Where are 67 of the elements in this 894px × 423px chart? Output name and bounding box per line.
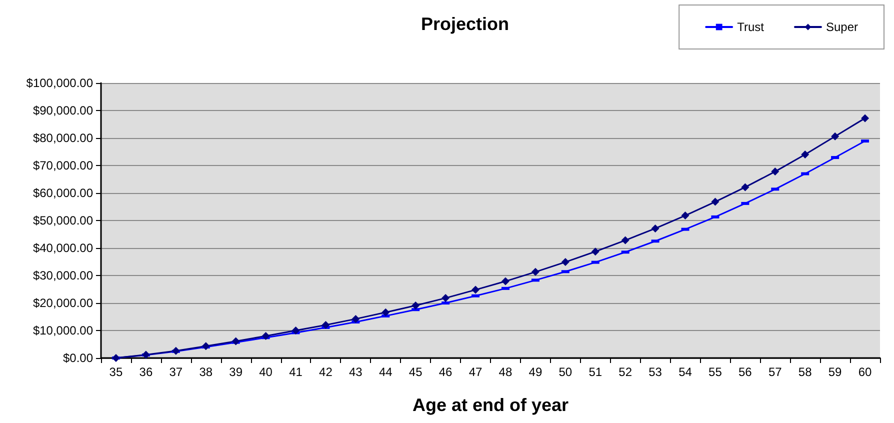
point [651,224,660,232]
y-tick-label: $20,000.00 [32,296,94,310]
point [861,114,870,122]
x-tick-label: 42 [319,365,333,379]
legend-label: Trust [737,20,765,34]
x-tick-label: 46 [438,365,453,379]
point [621,236,630,244]
point [711,198,720,206]
x-tick-label: 37 [169,365,183,379]
point [771,168,780,176]
y-tick-label: $0.00 [62,351,94,365]
y-tick-label: $30,000.00 [32,268,94,282]
y-tick-label: $40,000.00 [32,241,94,255]
point [322,321,330,329]
x-tick-label: 59 [828,365,842,379]
x-tick-label: 45 [408,365,423,379]
point [531,268,540,276]
x-tick-label: 38 [199,365,213,379]
x-tick-label: 58 [798,365,812,379]
x-tick-label: 50 [558,365,572,379]
point [412,301,420,310]
point [591,248,600,256]
x-tick-label: 54 [678,365,692,379]
x-tick-label: 36 [139,365,153,379]
point [382,308,390,316]
x-tick-label: 55 [708,365,722,379]
y-tick-label: $10,000.00 [32,324,94,338]
y-tick-label: $90,000.00 [32,104,94,118]
point [292,326,300,334]
x-tick-label: 35 [109,365,123,379]
x-tick-label: 41 [289,365,303,379]
x-tick-label: 51 [588,365,602,379]
point [741,183,750,192]
point [561,258,570,266]
point [801,150,810,158]
point [232,337,240,346]
x-tick-label: 52 [618,365,632,379]
x-tick-label: 40 [259,365,273,379]
point [112,354,120,362]
y-tick-label: $100,000.00 [26,76,94,90]
x-tick-label: 60 [858,365,872,379]
point [142,350,150,359]
x-tick-label: 56 [738,365,752,379]
point [831,132,840,140]
point [472,286,480,294]
x-axis-title: Age at end of year [412,395,569,415]
x-tick-label: 43 [348,365,363,379]
point [202,342,210,350]
y-tick-label: $60,000.00 [32,186,94,200]
x-tick-label: 53 [648,365,662,379]
point [172,346,180,355]
point [501,277,510,286]
y-tick-label: $50,000.00 [32,214,94,228]
x-tick-label: 47 [468,365,483,379]
x-tick-label: 39 [229,365,243,379]
point [681,212,690,220]
x-tick-label: 57 [768,365,782,379]
x-tick-label: 48 [498,365,512,379]
y-tick-label: $80,000.00 [32,131,94,145]
y-tick-label: $70,000.00 [32,158,94,172]
x-tick-label: 44 [378,365,393,379]
point [442,294,450,302]
point [352,314,360,323]
x-tick-label: 49 [528,365,542,379]
chart-title: Projection [420,14,510,34]
legend-label: Super [826,20,858,34]
point [262,332,270,340]
